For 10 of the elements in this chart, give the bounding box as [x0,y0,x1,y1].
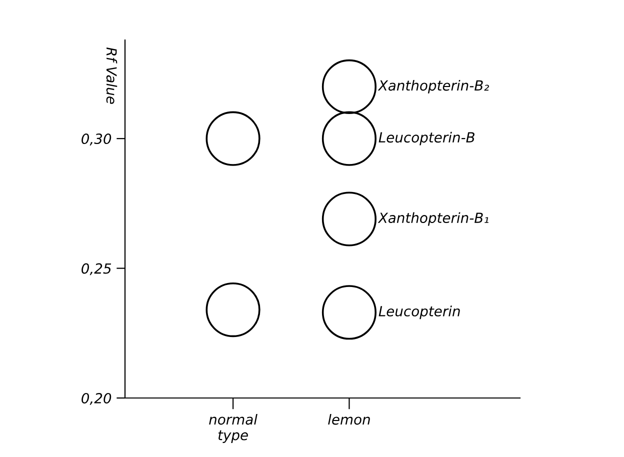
annotation: Leucopterin [378,306,460,320]
annotation: Leucopterin-B [378,132,474,146]
annotation: Xanthopterin-B₁ [378,212,488,226]
y-tick-label: 0,25 [82,263,112,276]
x-tick-label: lemon [328,414,370,425]
annotation: Xanthopterin-B₂ [378,80,490,94]
x-tick-label: normal type [209,414,258,443]
y-tick-label: 0,30 [82,134,112,146]
y-tick-label: 0,20 [82,392,112,405]
y-axis-title: Rf Value [106,48,118,104]
